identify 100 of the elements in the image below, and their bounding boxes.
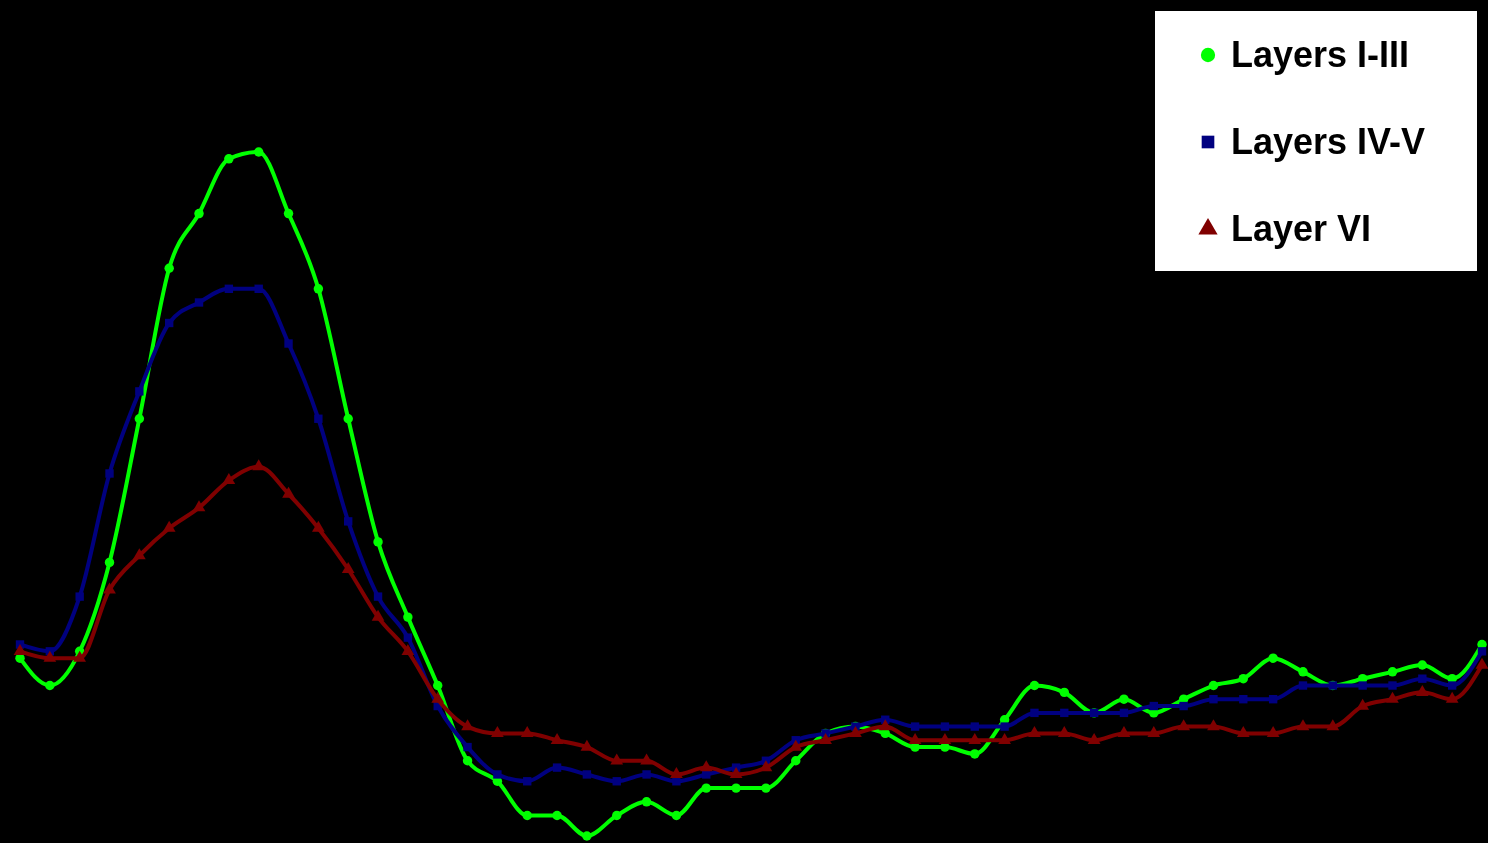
- point: [75, 592, 84, 601]
- point: [371, 609, 385, 621]
- point: [103, 582, 116, 594]
- point: [463, 742, 472, 752]
- point: [1266, 726, 1280, 738]
- point: [491, 726, 504, 738]
- point: [344, 517, 353, 526]
- point: [283, 208, 294, 219]
- point: [582, 831, 592, 841]
- point: [1179, 701, 1188, 711]
- point: [1356, 698, 1370, 710]
- point: [194, 208, 204, 219]
- point: [192, 500, 206, 512]
- point: [1445, 691, 1459, 703]
- point: [462, 756, 473, 766]
- point: [373, 592, 383, 601]
- point: [759, 760, 773, 772]
- point: [523, 777, 532, 786]
- point: [849, 726, 862, 738]
- point: [401, 643, 415, 655]
- point: [1060, 708, 1069, 718]
- point: [1087, 732, 1101, 744]
- point: [1030, 708, 1039, 718]
- point: [224, 284, 234, 293]
- point: [1298, 681, 1308, 690]
- point: [731, 783, 741, 793]
- point: [640, 753, 653, 765]
- point: [1029, 680, 1040, 691]
- point: [313, 284, 324, 294]
- point: [341, 561, 355, 573]
- point: [938, 732, 952, 744]
- point: [13, 643, 27, 655]
- point: [43, 650, 57, 662]
- point: [699, 760, 713, 772]
- point: [194, 298, 204, 307]
- point: [1028, 726, 1041, 738]
- point: [940, 722, 950, 731]
- point: [642, 770, 651, 779]
- point: [1149, 701, 1158, 711]
- point: [1147, 726, 1161, 738]
- point: [461, 719, 474, 731]
- point: [254, 284, 263, 293]
- point: [791, 756, 801, 766]
- point: [522, 810, 532, 821]
- point: [104, 557, 115, 568]
- point: [162, 520, 176, 532]
- point: [582, 770, 592, 779]
- legend-label: Layers I-III: [1231, 34, 1410, 75]
- point: [1000, 722, 1009, 731]
- point: [432, 680, 443, 691]
- point: [970, 722, 979, 731]
- point: [73, 650, 87, 662]
- point: [45, 680, 55, 691]
- point: [908, 732, 922, 744]
- point: [1298, 667, 1308, 677]
- point: [1238, 673, 1249, 684]
- point: [968, 732, 982, 744]
- point: [910, 722, 920, 731]
- point: [1477, 647, 1487, 656]
- point: [1447, 681, 1457, 690]
- point: [550, 732, 564, 744]
- point: [1209, 695, 1218, 704]
- point: [403, 612, 413, 622]
- point: [165, 318, 174, 328]
- point: [878, 719, 892, 731]
- point: [343, 414, 353, 424]
- point: [312, 520, 325, 532]
- point: [1475, 657, 1488, 669]
- point: [1415, 685, 1429, 697]
- point: [132, 548, 146, 560]
- point: [1119, 708, 1129, 718]
- point: [1326, 719, 1340, 731]
- point: [135, 387, 144, 396]
- point: [552, 810, 562, 821]
- point: [789, 739, 803, 751]
- point: [701, 783, 711, 793]
- point: [998, 732, 1011, 744]
- legend-label: Layer VI: [1231, 208, 1372, 249]
- point: [670, 767, 683, 779]
- point: [1177, 719, 1190, 731]
- point: [761, 783, 771, 793]
- point: [284, 339, 293, 348]
- point: [1059, 687, 1070, 698]
- point: [224, 154, 234, 164]
- point: [1386, 691, 1399, 703]
- point: [970, 749, 980, 759]
- point: [1208, 680, 1219, 691]
- point: [1236, 726, 1250, 738]
- point: [493, 770, 502, 779]
- point: [520, 726, 534, 738]
- point: [612, 777, 621, 786]
- point: [641, 797, 652, 807]
- point: [403, 633, 413, 642]
- point: [612, 810, 622, 821]
- point: [1417, 660, 1428, 670]
- point: [610, 753, 624, 765]
- point: [1119, 694, 1129, 704]
- point: [1117, 726, 1131, 738]
- point: [1358, 681, 1367, 690]
- point: [671, 810, 682, 821]
